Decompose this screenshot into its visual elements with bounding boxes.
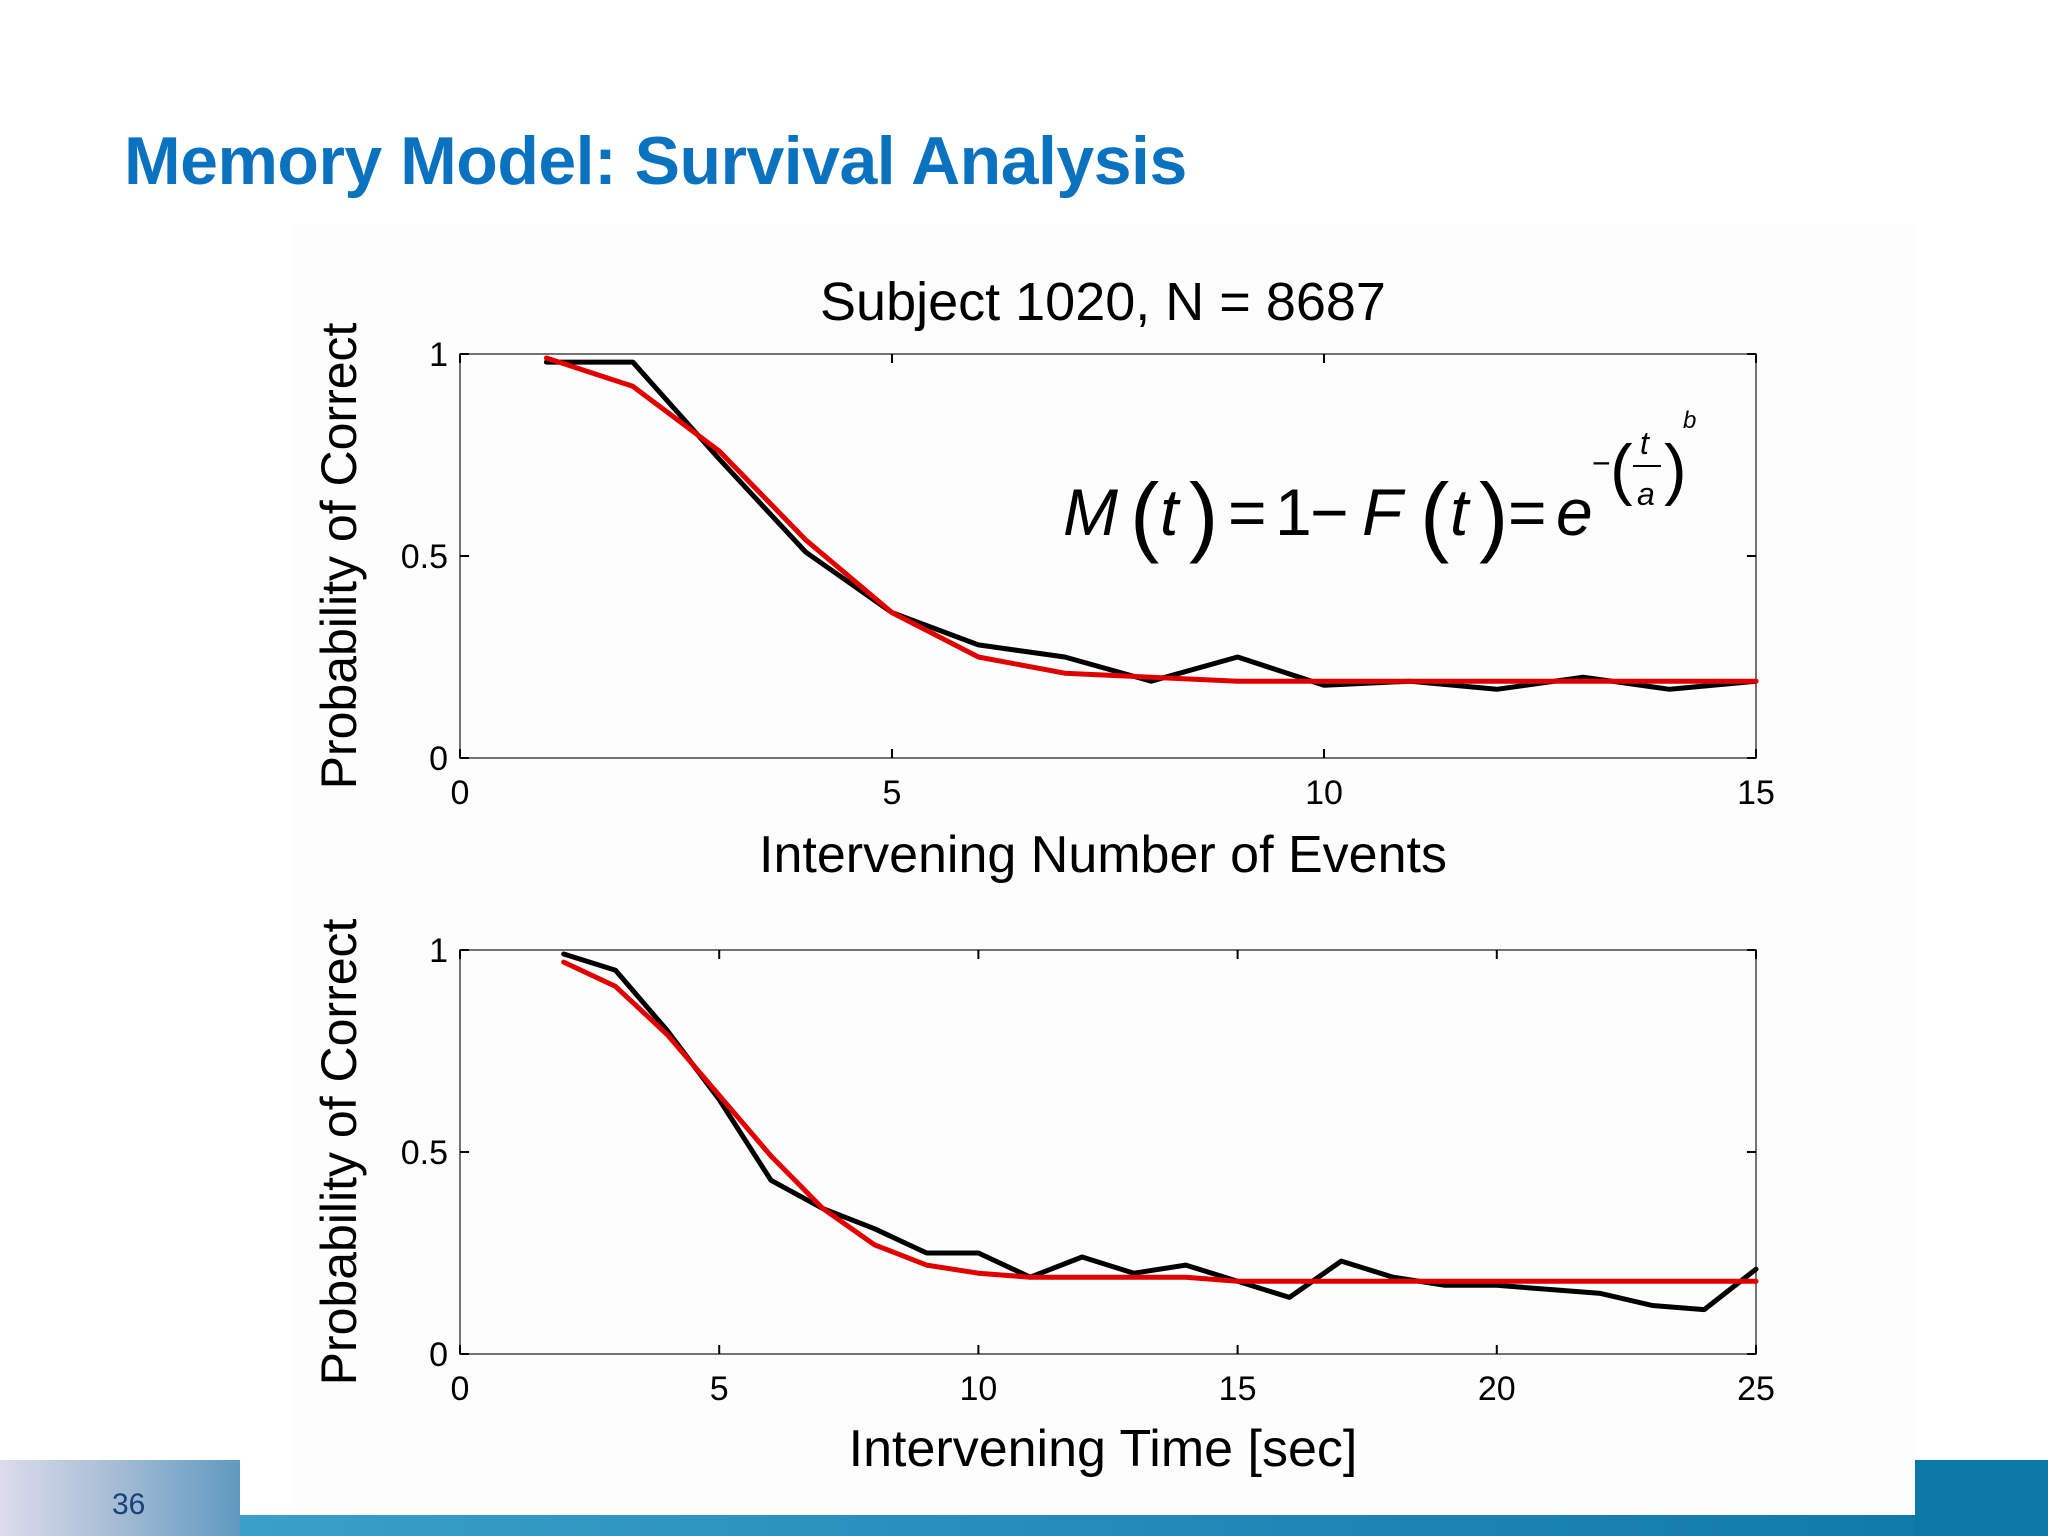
eq-minus: − bbox=[1310, 475, 1349, 549]
y-axis-label: Probability of Correct bbox=[311, 322, 367, 789]
footer-bar bbox=[240, 1515, 2048, 1536]
figure-background bbox=[290, 225, 1915, 1515]
eq-exp-den: a bbox=[1637, 476, 1655, 512]
x-tick-label: 15 bbox=[1737, 774, 1775, 812]
y-tick-label: 1 bbox=[429, 932, 448, 970]
slide-title: Memory Model: Survival Analysis bbox=[124, 123, 1187, 199]
eq-t-1: t bbox=[1160, 475, 1181, 549]
footer-right-block bbox=[1915, 1460, 2048, 1536]
x-tick-label: 5 bbox=[883, 774, 902, 812]
footer-left-block bbox=[0, 1460, 240, 1536]
eq-f: F bbox=[1362, 475, 1406, 549]
survival-equation: M ( t ) = 1 − F ( t ) = e − ( t a ) b bbox=[1063, 407, 1696, 564]
eq-exp-power: b bbox=[1683, 407, 1696, 434]
eq-equals-2: = bbox=[1508, 475, 1547, 549]
eq-t-2: t bbox=[1450, 475, 1471, 549]
x-tick-label: 20 bbox=[1478, 1370, 1516, 1408]
chart-events: Subject 1020, N = 8687 0 5 10 15 0 0.5 1 Proba… bbox=[311, 272, 1775, 884]
x-tick-label: 15 bbox=[1219, 1370, 1257, 1408]
series-line-fit bbox=[561, 959, 1759, 1284]
y-tick-label: 0.5 bbox=[401, 538, 448, 576]
chart-title: Subject 1020, N = 8687 bbox=[820, 272, 1386, 332]
series-line-fit bbox=[543, 355, 1759, 684]
y-tick-label: 0 bbox=[429, 1336, 448, 1374]
series-line-observed bbox=[561, 951, 1759, 1313]
eq-exp-paren-open: ( bbox=[1610, 431, 1633, 507]
y-axis-label: Probability of Correct bbox=[311, 918, 367, 1385]
x-tick-label: 10 bbox=[959, 1370, 997, 1408]
eq-paren-close-1: ) bbox=[1189, 465, 1218, 564]
eq-one: 1 bbox=[1275, 475, 1312, 549]
chart-time: 0 5 10 15 20 25 0 0.5 1 Probability of Correct I… bbox=[311, 918, 1775, 1478]
y-tick-label: 0 bbox=[429, 740, 448, 778]
x-tick-label: 5 bbox=[710, 1370, 729, 1408]
y-tick-label: 1 bbox=[429, 336, 448, 374]
x-tick-label: 25 bbox=[1737, 1370, 1775, 1408]
eq-paren-open-2: ( bbox=[1420, 465, 1449, 564]
eq-exp-paren-close: ) bbox=[1664, 431, 1687, 507]
eq-paren-close-2: ) bbox=[1479, 465, 1508, 564]
eq-exp-minus: − bbox=[1592, 445, 1611, 481]
y-tick-label: 0.5 bbox=[401, 1134, 448, 1172]
eq-e: e bbox=[1556, 475, 1593, 549]
page-number: 36 bbox=[112, 1488, 146, 1521]
x-tick-label: 0 bbox=[451, 774, 470, 812]
x-axis-label: Intervening Number of Events bbox=[759, 826, 1447, 884]
eq-m: M bbox=[1063, 475, 1118, 549]
x-tick-label: 0 bbox=[451, 1370, 470, 1408]
eq-equals-1: = bbox=[1228, 475, 1267, 549]
eq-paren-open-1: ( bbox=[1130, 465, 1159, 564]
plot-frame bbox=[459, 353, 1757, 759]
x-axis-label: Intervening Time [sec] bbox=[849, 1420, 1358, 1478]
x-tick-label: 10 bbox=[1305, 774, 1343, 812]
eq-exp-num: t bbox=[1640, 425, 1650, 461]
plot-frame bbox=[459, 949, 1757, 1355]
